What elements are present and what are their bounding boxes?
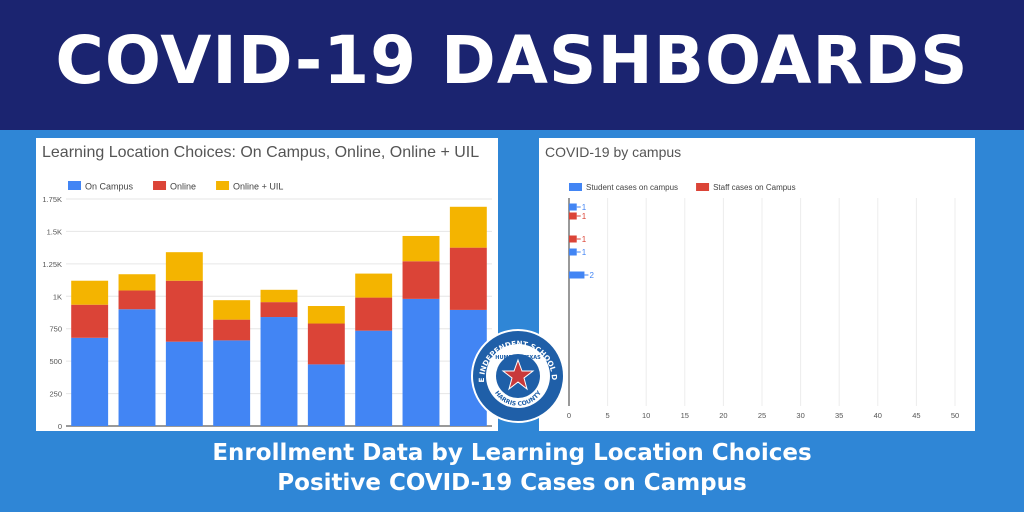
- bar-segment: [118, 290, 156, 310]
- legend-swatch-0: [68, 181, 81, 190]
- legend-label-0: Student cases on campus: [586, 183, 678, 192]
- legend-label-1: Online: [170, 182, 196, 192]
- x-tick-label: 25: [758, 411, 766, 420]
- data-label: 1: [582, 235, 587, 244]
- bar-segment: [118, 309, 156, 426]
- y-tick-label: 1.5K: [47, 227, 62, 236]
- bar-segment: [260, 317, 298, 426]
- data-label: 1: [582, 203, 587, 212]
- legend-label-1: Staff cases on Campus: [713, 183, 796, 192]
- campus-bar: [569, 212, 577, 220]
- data-label: 1: [582, 248, 587, 257]
- data-label: 1: [582, 212, 587, 221]
- bar-segment: [213, 340, 251, 426]
- bar-segment: [71, 280, 109, 305]
- legend-swatch-0: [569, 183, 582, 191]
- bar-segment: [165, 252, 203, 281]
- district-seal-logo: HUMBLE INDEPENDENT SCHOOL DISTRICT HARRI…: [470, 328, 565, 423]
- bar-segment: [260, 289, 298, 303]
- y-tick-label: 1.25K: [42, 260, 62, 269]
- bar-segment: [402, 261, 440, 299]
- legend-swatch-2: [216, 181, 230, 190]
- y-tick-label: 750: [49, 325, 62, 334]
- x-tick-label: 40: [874, 411, 882, 420]
- x-tick-label: 10: [642, 411, 650, 420]
- bar-segment: [165, 341, 203, 426]
- learning-location-chart-card: On Campus Online Online + UIL 0 250 500 750 1K 1…: [36, 138, 498, 431]
- covid-by-campus-chart-card: Student cases on campus Staff cases on Ca…: [539, 138, 975, 431]
- y-tick-label: 1.75K: [42, 195, 62, 204]
- x-tick-label: 45: [912, 411, 920, 420]
- footer-line-1: Enrollment Data by Learning Location Cho…: [212, 440, 812, 466]
- legend-label-2: Online + UIL: [233, 182, 283, 192]
- x-tick-label: 50: [951, 411, 959, 420]
- legend-swatch-1: [153, 181, 167, 190]
- bar-segment: [307, 323, 345, 365]
- bar-segment: [307, 306, 345, 324]
- learning-location-chart: On Campus Online Online + UIL 0 250 500 750 1K 1…: [42, 181, 492, 431]
- footer-line-2: Positive COVID-19 Cases on Campus: [277, 470, 747, 496]
- seal-inner-text: HUMBLE, TEXAS: [495, 355, 541, 361]
- covid-by-campus-chart-title: COVID-19 by campus: [545, 144, 682, 160]
- bar-segment: [118, 274, 156, 291]
- campus-bar: [569, 203, 577, 211]
- bar-segment: [449, 206, 487, 248]
- bar-segment: [355, 297, 393, 331]
- y-tick-label: 1K: [53, 292, 62, 301]
- learning-location-chart-title: Learning Location Choices: On Campus, On…: [42, 144, 480, 161]
- campus-bar: [569, 235, 577, 243]
- bar-segment: [213, 300, 251, 320]
- bar-segment: [71, 337, 109, 426]
- y-tick-label: 500: [49, 357, 62, 366]
- banner: COVID-19 DASHBOARDS: [0, 0, 1024, 130]
- campus-bar: [569, 271, 585, 279]
- campus-bar: [569, 248, 577, 256]
- bar-segment: [71, 304, 109, 338]
- x-tick-label: 5: [606, 411, 610, 420]
- bar-segment: [355, 330, 393, 426]
- x-tick-label: 30: [796, 411, 804, 420]
- bar-segment: [165, 280, 203, 342]
- x-tick-label: 0: [567, 411, 571, 420]
- bar-segment: [402, 235, 440, 262]
- x-tick-label: 35: [835, 411, 843, 420]
- bar-segment: [260, 302, 298, 318]
- data-label: 2: [589, 271, 594, 280]
- bar-segment: [213, 319, 251, 341]
- x-tick-label: 15: [681, 411, 689, 420]
- banner-title: COVID-19 DASHBOARDS: [55, 22, 969, 99]
- legend-swatch-1: [696, 183, 710, 191]
- y-tick-label: 0: [58, 422, 62, 431]
- bar-segment: [402, 298, 440, 426]
- bar-segment: [449, 247, 487, 310]
- star-icon: [501, 358, 535, 391]
- legend-label-0: On Campus: [85, 182, 134, 192]
- x-tick-label: 20: [719, 411, 727, 420]
- covid-by-campus-chart: Student cases on campus Staff cases on Ca…: [567, 183, 959, 420]
- bar-segment: [307, 364, 345, 426]
- bar-segment: [355, 273, 393, 298]
- y-tick-label: 250: [49, 390, 62, 399]
